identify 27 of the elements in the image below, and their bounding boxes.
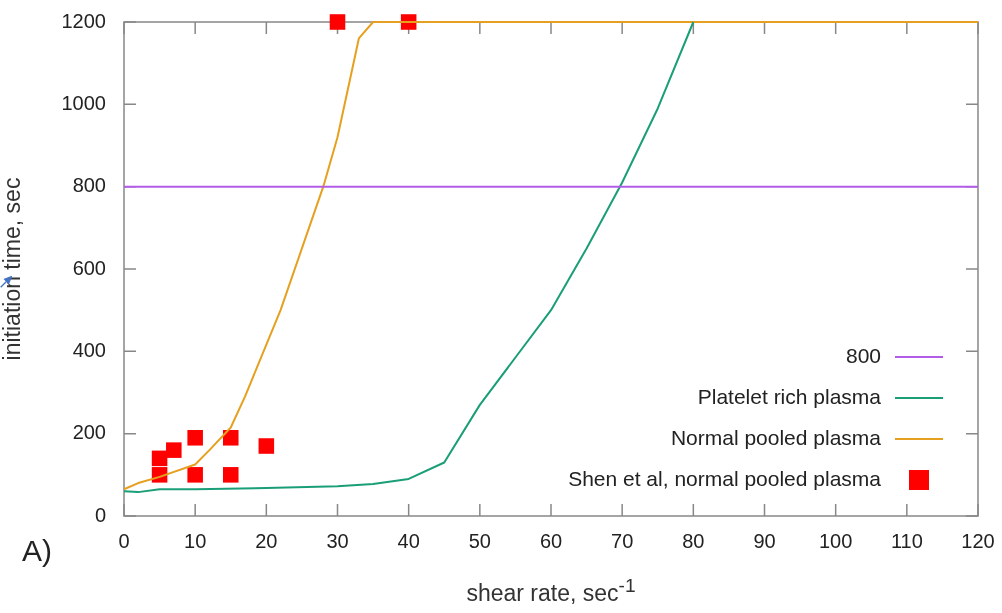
x-tick-label: 50 [468,529,491,552]
x-tick-label: 120 [961,529,995,552]
x-tick-label: 110 [890,529,923,552]
y-axis-title: initiation time, sec [0,177,26,361]
text: A) [22,534,52,568]
x-tick-label: 70 [611,529,634,552]
legend-label: 800 [845,343,881,367]
y-tick-label: 1200 [61,9,106,32]
x-tick-label: 30 [326,529,349,552]
x-tick-label: 0 [118,529,130,552]
x-tick-label: 10 [184,529,207,552]
x-tick-label: 90 [753,529,776,552]
legend-label: Platelet rich plasma [697,384,882,408]
y-tick-label: 400 [72,338,106,361]
x-tick-label: 60 [539,529,563,552]
x-tick-label: 80 [682,529,705,552]
y-tick-label: 200 [72,421,106,444]
y-tick-label: 600 [72,256,106,279]
legend-label: Shen et al, normal pooled plasma [568,466,882,490]
x-tick-label: 40 [397,529,420,552]
y-tick-label: 800 [72,174,106,197]
x-tick-label: 20 [255,529,278,552]
legend-label: Normal pooled plasma [670,425,882,449]
x-tick-label: 100 [818,529,853,552]
y-tick-label: 1000 [61,91,106,114]
y-tick-label: 0 [94,503,106,526]
x-axis-title: shear rate, sec$^{-1}$ [465,575,637,607]
